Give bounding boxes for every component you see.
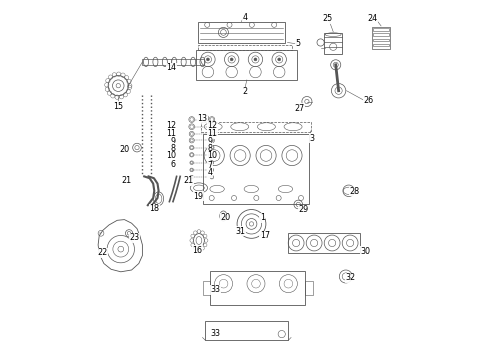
Text: 31: 31 [236,227,245,236]
Bar [373,28,389,31]
Circle shape [254,58,257,61]
Text: 24: 24 [368,14,378,23]
Text: 23: 23 [129,233,139,242]
Text: 18: 18 [149,204,159,213]
Text: 8: 8 [207,144,212,153]
Text: 17: 17 [260,231,270,240]
Bar [203,281,210,295]
Text: 8: 8 [171,144,176,153]
Text: 28: 28 [349,187,360,196]
Text: 14: 14 [166,63,176,72]
Bar [372,27,390,49]
Text: 11: 11 [166,129,176,138]
Text: 33: 33 [211,328,220,338]
Text: 16: 16 [193,246,202,255]
Text: 26: 26 [364,96,374,105]
Circle shape [206,58,209,61]
Bar [210,271,305,305]
Text: 2: 2 [243,87,247,96]
Text: 33: 33 [211,285,220,294]
Text: 1: 1 [260,213,265,222]
Text: 22: 22 [98,248,108,257]
Bar [205,320,288,341]
Bar [198,22,285,43]
Text: 5: 5 [295,40,300,49]
Text: 32: 32 [345,274,355,282]
Text: 10: 10 [166,151,176,160]
Bar [143,59,204,65]
Bar [198,45,292,50]
Bar [201,122,311,132]
Text: 12: 12 [207,122,218,130]
Bar [305,281,313,295]
Text: 9: 9 [171,136,176,145]
Bar [324,33,342,54]
Text: 10: 10 [207,151,217,160]
Bar [373,39,389,41]
Text: 25: 25 [322,14,332,23]
Text: 4: 4 [243,13,247,22]
Bar [373,33,389,36]
Text: 30: 30 [360,247,370,256]
Text: 12: 12 [166,122,176,130]
Text: 4: 4 [207,168,212,177]
Text: 27: 27 [294,104,304,112]
Text: 7: 7 [207,161,212,170]
Text: 20: 20 [120,145,130,153]
Bar [196,50,297,80]
Text: 3: 3 [310,134,315,143]
Text: 21: 21 [184,176,194,185]
Text: 20: 20 [220,213,231,222]
Text: 13: 13 [197,113,207,122]
Text: 15: 15 [113,102,123,111]
Text: 29: 29 [298,205,309,214]
Circle shape [230,58,233,61]
Circle shape [278,58,281,61]
Bar [203,134,309,204]
Text: 21: 21 [122,176,132,185]
Text: 19: 19 [193,192,203,201]
Bar [288,233,360,253]
Text: 9: 9 [207,136,212,145]
Bar [373,44,389,46]
Text: 11: 11 [207,129,217,138]
Text: 6: 6 [171,160,176,169]
